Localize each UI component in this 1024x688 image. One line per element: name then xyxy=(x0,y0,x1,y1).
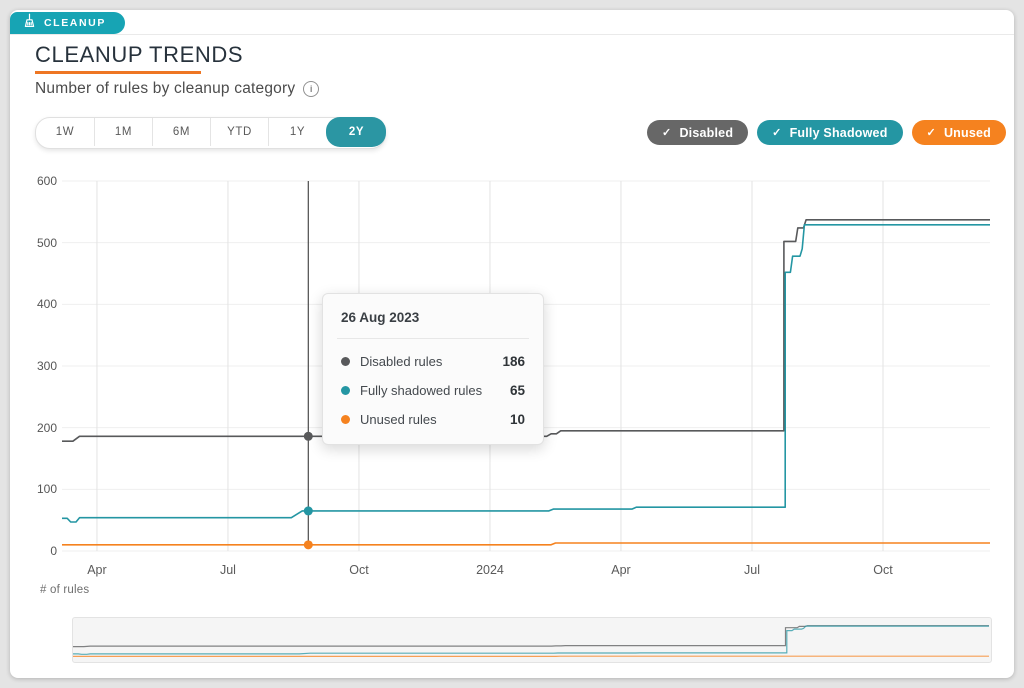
overview-series-line xyxy=(73,625,989,648)
hover-marker xyxy=(303,540,313,550)
check-icon: ✓ xyxy=(926,127,936,139)
tooltip-divider xyxy=(337,338,529,339)
y-axis-note: # of rules xyxy=(40,584,90,596)
legend-pill-fully-shadowed[interactable]: ✓ Fully Shadowed xyxy=(757,120,903,145)
x-tick-label: Apr xyxy=(87,563,107,577)
y-tick-label: 200 xyxy=(36,420,57,435)
y-tick-label: 400 xyxy=(36,297,57,312)
fully-shadowed-dot-icon xyxy=(341,386,350,395)
series-line xyxy=(62,542,990,546)
x-axis: Apr Jul Oct 2024 Apr Jul Oct xyxy=(62,563,990,579)
tooltip-label: Fully shadowed rules xyxy=(360,383,483,398)
y-tick-label: 300 xyxy=(36,359,57,373)
hover-marker xyxy=(303,506,313,516)
y-tick-label: 0 xyxy=(50,544,57,558)
range-button-1y[interactable]: 1Y xyxy=(268,118,326,146)
chart-subtitle: Number of rules by cleanup category i xyxy=(35,80,320,98)
legend-pill-disabled-label: Disabled xyxy=(679,125,734,140)
info-icon[interactable]: i xyxy=(303,81,320,97)
y-axis: 0 100 200 300 400 500 600 xyxy=(20,174,57,558)
page-title: CLEANUP TRENDS xyxy=(35,42,244,67)
tooltip-row-disabled: Disabled rules 186 xyxy=(341,354,525,369)
range-button-ytd[interactable]: YTD xyxy=(210,118,268,146)
tooltip-label: Disabled rules xyxy=(360,354,443,369)
title-underline xyxy=(35,71,201,74)
overview-series-line xyxy=(73,625,989,655)
check-icon: ✓ xyxy=(772,127,782,139)
range-button-2y[interactable]: 2Y xyxy=(326,117,386,147)
chart-tooltip: 26 Aug 2023 Disabled rules 186 Fully sha… xyxy=(322,293,544,445)
series-line xyxy=(62,219,990,442)
overview-chart-plot[interactable] xyxy=(73,618,989,660)
legend-pill-disabled[interactable]: ✓ Disabled xyxy=(647,120,749,145)
disabled-dot-icon xyxy=(341,357,350,366)
x-tick-label: Oct xyxy=(349,563,369,577)
x-tick-label: 2024 xyxy=(476,563,504,577)
range-button-1w[interactable]: 1W xyxy=(36,118,94,146)
check-icon: ✓ xyxy=(662,127,672,139)
tooltip-label: Unused rules xyxy=(360,412,437,427)
header-divider xyxy=(10,34,1014,35)
legend-pill-unused-label: Unused xyxy=(943,125,991,140)
x-tick-label: Apr xyxy=(611,563,631,577)
cleanup-tab[interactable]: CLEANUP xyxy=(10,12,125,34)
y-tick-label: 100 xyxy=(36,482,57,497)
hover-marker xyxy=(303,431,313,441)
tooltip-value: 186 xyxy=(502,354,525,369)
time-range-selector: 1W 1M 6M YTD 1Y 2Y xyxy=(35,117,386,149)
main-card: CLEANUP CLEANUP TRENDS Number of rules b… xyxy=(10,10,1014,678)
cleanup-tab-label: CLEANUP xyxy=(44,17,106,29)
tooltip-value: 65 xyxy=(509,383,525,398)
x-tick-label: Oct xyxy=(873,563,893,577)
tooltip-row-fully-shadowed: Fully shadowed rules 65 xyxy=(341,383,525,398)
x-tick-label: Jul xyxy=(219,563,236,577)
x-tick-label: Jul xyxy=(743,563,760,577)
legend-pill-unused[interactable]: ✓ Unused xyxy=(911,120,1006,145)
chart-subtitle-text: Number of rules by cleanup category xyxy=(35,80,296,97)
range-button-1m[interactable]: 1M xyxy=(94,118,152,146)
y-tick-label: 500 xyxy=(36,235,57,250)
unused-dot-icon xyxy=(341,415,350,424)
tooltip-date: 26 Aug 2023 xyxy=(341,310,420,325)
y-tick-label: 600 xyxy=(36,174,57,188)
legend-pill-fully-shadowed-label: Fully Shadowed xyxy=(789,125,888,140)
tooltip-row-unused: Unused rules 10 xyxy=(341,412,525,427)
range-button-6m[interactable]: 6M xyxy=(152,118,210,146)
series-line xyxy=(62,224,990,523)
legend: ✓ Disabled ✓ Fully Shadowed ✓ Unused xyxy=(647,120,1006,145)
broom-icon xyxy=(23,13,36,33)
tooltip-value: 10 xyxy=(509,412,525,427)
overview-chart[interactable] xyxy=(72,617,992,663)
